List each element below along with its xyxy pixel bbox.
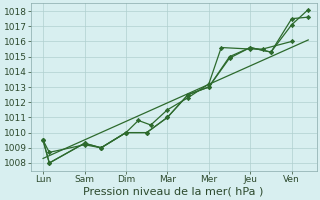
- X-axis label: Pression niveau de la mer( hPa ): Pression niveau de la mer( hPa ): [84, 187, 264, 197]
